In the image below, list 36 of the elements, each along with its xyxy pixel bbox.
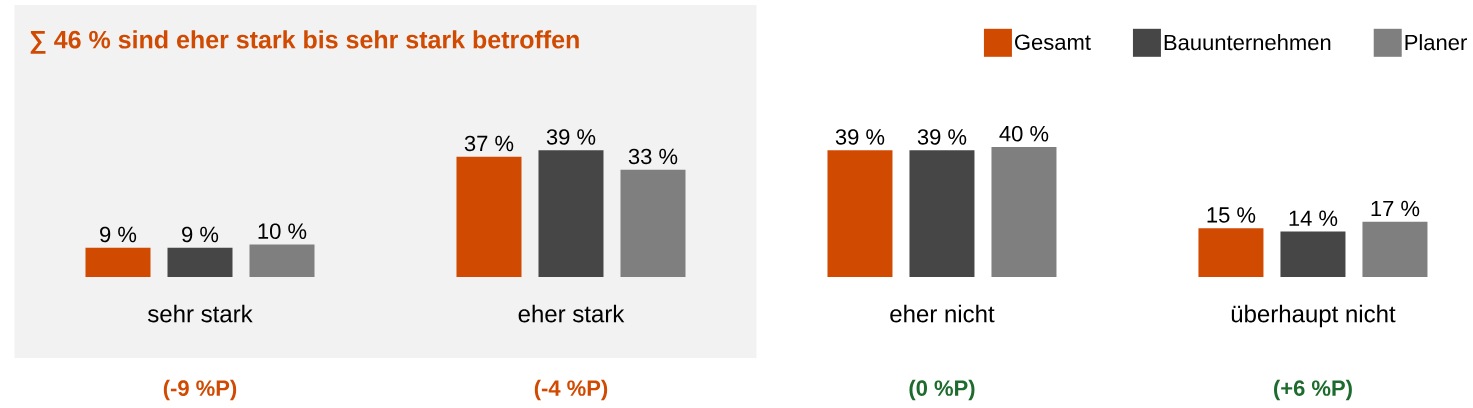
- x-tick-label: eher nicht: [890, 304, 995, 323]
- bar: [909, 150, 975, 277]
- x-tick-label: überhaupt nicht: [1231, 304, 1396, 328]
- bar: [167, 247, 233, 277]
- legend-label: Bauunternehmen: [1164, 34, 1331, 51]
- bar: [249, 244, 315, 277]
- data-label: 39 %: [835, 129, 885, 145]
- band-label: ∑ 46 % sind eher stark bis sehr stark betroffen: [30, 30, 579, 54]
- bar: [85, 247, 151, 277]
- data-label: 37 %: [464, 135, 514, 152]
- data-label: 17 %: [1371, 200, 1420, 217]
- bar: [1198, 228, 1264, 277]
- data-label: 39 %: [546, 129, 596, 145]
- x-tick-label: eher stark: [518, 304, 625, 323]
- data-label: 39 %: [917, 129, 967, 145]
- text: (-4 %P): [534, 379, 608, 401]
- bar: [1280, 231, 1346, 277]
- legend-label: Gesamt: [1015, 34, 1091, 50]
- data-label: 40 %: [999, 125, 1049, 142]
- data-label: 9 %: [182, 226, 219, 243]
- data-label: 10 %: [258, 223, 307, 239]
- data-label: 9 %: [100, 226, 137, 243]
- bar: [827, 150, 893, 277]
- text: (-9 %P): [163, 379, 237, 401]
- x-tick-label: sehr stark: [147, 304, 253, 323]
- data-label: 15 %: [1207, 207, 1256, 223]
- text: (0 %P): [909, 379, 975, 401]
- bar: [991, 146, 1057, 277]
- data-label: 33 %: [628, 148, 678, 165]
- bar: [538, 150, 604, 277]
- text: (+6 %P): [1274, 379, 1352, 401]
- bar: [456, 156, 522, 277]
- data-label: 14 %: [1289, 210, 1338, 226]
- bar: [1362, 221, 1428, 277]
- bar: [620, 169, 686, 277]
- legend-label: Planer: [1405, 34, 1467, 51]
